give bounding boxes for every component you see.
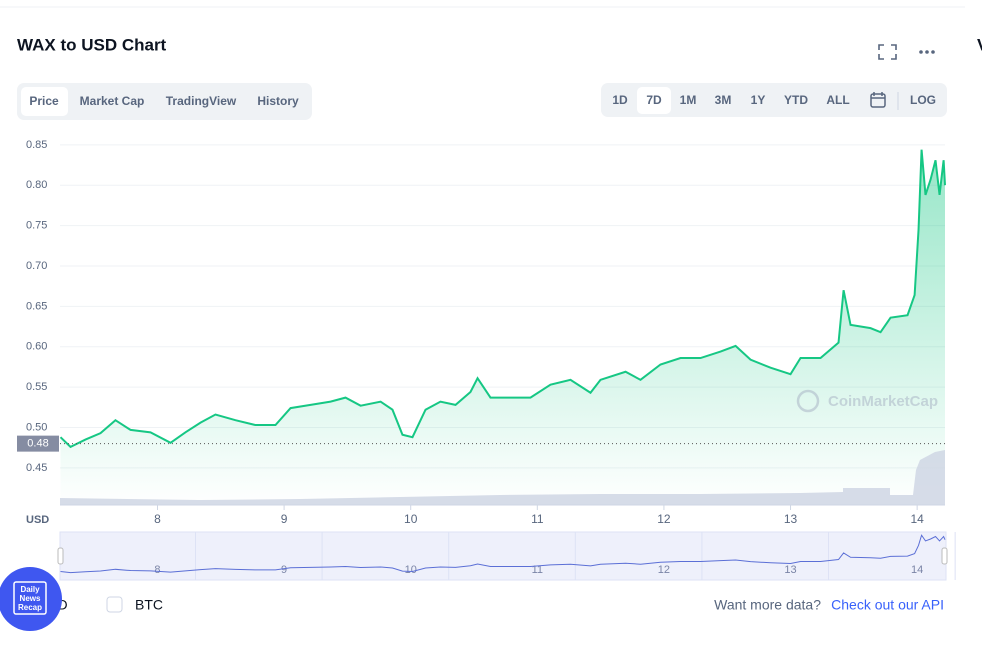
badge[interactable]: Daily News Recap xyxy=(0,567,62,631)
nav-tick-label: 10 xyxy=(405,564,417,576)
x-tick-label: 9 xyxy=(281,512,288,526)
y-tick-label: 0.75 xyxy=(26,220,47,232)
y-tick-label: 0.70 xyxy=(26,260,47,272)
tab[interactable]: History xyxy=(257,94,299,108)
current-price-box xyxy=(17,435,59,452)
nav-tick-label: 11 xyxy=(532,564,543,576)
y-axis-label: USD xyxy=(26,514,49,526)
y-tick-label: 0.80 xyxy=(26,179,47,191)
x-tick-label: 12 xyxy=(657,512,671,526)
y-tick-label: 0.50 xyxy=(26,421,47,433)
fullscreen-icon[interactable] xyxy=(878,44,897,60)
active-tab xyxy=(21,87,68,116)
badge-text: Recap xyxy=(18,603,42,612)
badge-text: Daily xyxy=(20,585,40,594)
volume-area xyxy=(60,450,945,505)
price-area xyxy=(60,149,945,506)
range[interactable]: 3M xyxy=(715,93,732,107)
range[interactable]: 1Y xyxy=(751,93,766,107)
nav-tick-label: 14 xyxy=(911,564,923,576)
x-tick-label: 14 xyxy=(910,512,924,526)
tab-group xyxy=(17,83,312,120)
range[interactable]: 1M xyxy=(680,93,697,107)
nav-tick-label: 9 xyxy=(281,564,287,576)
active-range xyxy=(637,87,671,114)
nav-tick-label: 13 xyxy=(784,564,796,576)
y-tick-label: 0.65 xyxy=(26,300,47,312)
price-line xyxy=(59,149,946,449)
nav-line xyxy=(60,534,946,574)
log-button[interactable]: LOG xyxy=(910,93,936,107)
y-tick-label: 0.45 xyxy=(26,462,47,474)
current-price-label: 0.48 xyxy=(27,438,48,450)
nav-tick-label: 12 xyxy=(658,564,670,576)
watermark: CoinMarketCap xyxy=(796,389,938,413)
checkbox[interactable] xyxy=(106,596,123,613)
nav-handle[interactable] xyxy=(57,547,64,565)
more-icon[interactable] xyxy=(919,50,935,54)
y-tick-label: 0.55 xyxy=(26,381,47,393)
y-tick-label: 0.60 xyxy=(26,341,47,353)
x-tick-label: 13 xyxy=(784,512,798,526)
nav-handle[interactable] xyxy=(941,547,948,565)
range-group xyxy=(601,83,947,117)
cut-letter: V xyxy=(977,35,982,54)
calendar-icon[interactable] xyxy=(870,92,886,108)
watermark-text: CoinMarketCap xyxy=(828,393,938,410)
currency-option[interactable]: BTC xyxy=(135,597,163,613)
navigator[interactable] xyxy=(59,531,947,581)
x-tick-label: 11 xyxy=(531,512,544,526)
range[interactable]: ALL xyxy=(826,93,849,107)
x-tick-label: 10 xyxy=(404,512,418,526)
nav-tick-label: 8 xyxy=(154,564,160,576)
api-link[interactable]: Check out our API xyxy=(831,597,944,613)
range[interactable]: YTD xyxy=(784,93,808,107)
title: WAX to USD Chart xyxy=(17,35,167,54)
y-tick-label: 0.85 xyxy=(26,139,47,151)
range[interactable]: 1D xyxy=(612,93,628,107)
tab[interactable]: TradingView xyxy=(166,94,237,108)
tab[interactable]: Price xyxy=(29,94,59,108)
footer-prompt: Want more data? xyxy=(714,597,821,613)
x-tick-label: 8 xyxy=(154,512,161,526)
badge-text: News xyxy=(20,594,41,603)
tab[interactable]: Market Cap xyxy=(80,94,145,108)
range[interactable]: 7D xyxy=(646,93,662,107)
